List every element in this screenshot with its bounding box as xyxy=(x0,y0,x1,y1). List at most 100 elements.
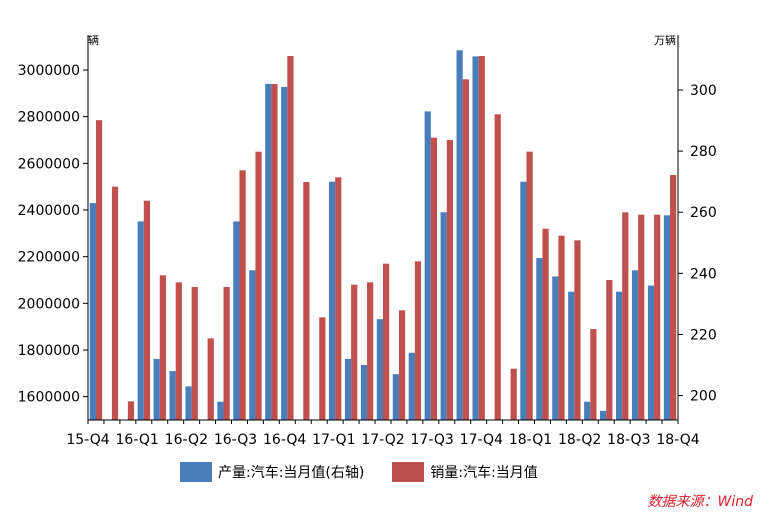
right-tick-label-3: 260 xyxy=(690,205,717,221)
bar-production-29 xyxy=(552,276,559,420)
bar-sales-8 xyxy=(223,287,230,420)
bar-sales-21 xyxy=(430,137,438,421)
legend-item-production: 产量:汽车:当月值(右轴) xyxy=(180,462,364,482)
bar-sales-31 xyxy=(590,329,597,420)
bar-production-27 xyxy=(520,181,527,420)
bar-sales-35 xyxy=(654,214,661,420)
bar-production-17 xyxy=(360,365,368,420)
bar-production-10 xyxy=(249,270,256,420)
bar-production-8 xyxy=(217,401,224,420)
bar-sales-27 xyxy=(526,151,533,421)
bar-sales-19 xyxy=(398,310,406,420)
left-tick-label-4: 2400000 xyxy=(18,203,80,219)
x-tick-label-3: 16-Q3 xyxy=(214,432,257,448)
bar-sales-14 xyxy=(319,317,326,420)
bar-sales-17 xyxy=(367,282,374,420)
right-tick-label-5: 300 xyxy=(690,83,717,99)
right-tick-label-1: 220 xyxy=(690,327,717,343)
left-tick-label-6: 2800000 xyxy=(18,110,80,126)
bar-production-24 xyxy=(472,56,479,420)
bar-production-21 xyxy=(424,111,431,420)
bar-production-20 xyxy=(408,352,415,420)
x-tick-label-6: 17-Q2 xyxy=(361,432,404,448)
bar-production-16 xyxy=(344,358,352,420)
bar-sales-29 xyxy=(558,235,565,420)
bar-production-9 xyxy=(233,221,240,420)
bar-production-28 xyxy=(536,258,543,420)
bar-production-12 xyxy=(281,86,288,420)
left-tick-label-0: 1600000 xyxy=(18,390,80,406)
legend-label-production: 产量:汽车:当月值(右轴) xyxy=(218,465,365,481)
bar-sales-25 xyxy=(494,114,501,420)
bar-sales-34 xyxy=(638,214,645,420)
bar-production-23 xyxy=(456,50,463,420)
bar-production-33 xyxy=(615,291,623,420)
right-tick-label-0: 200 xyxy=(690,389,717,405)
chart: 1600000 1800000 2000000 2200000 2400000 26000… xyxy=(18,33,717,448)
x-tick-label-0: 15-Q4 xyxy=(66,432,109,448)
bar-sales-32 xyxy=(606,280,613,420)
bar-sales-1 xyxy=(111,186,119,420)
bar-production-19 xyxy=(392,374,399,420)
x-tick-label-8: 17-Q4 xyxy=(460,432,503,448)
bar-sales-28 xyxy=(542,228,549,420)
left-axis-unit: 辆 xyxy=(88,33,99,47)
bar-sales-11 xyxy=(271,84,278,420)
bar-sales-36 xyxy=(670,175,677,420)
bar-sales-16 xyxy=(351,284,358,420)
plot-area xyxy=(89,50,677,421)
legend-swatch-sales xyxy=(392,462,425,482)
right-tick-label-2: 240 xyxy=(690,266,717,282)
x-tick-label-12: 18-Q4 xyxy=(656,432,699,448)
bar-sales-5 xyxy=(175,282,182,420)
bar-sales-6 xyxy=(191,287,198,420)
bar-sales-3 xyxy=(143,200,151,420)
bar-sales-20 xyxy=(414,261,422,420)
bar-sales-13 xyxy=(303,182,310,420)
bar-production-0 xyxy=(89,203,96,420)
bar-sales-30 xyxy=(574,240,581,420)
bar-production-3 xyxy=(137,221,144,420)
x-tick-label-4: 16-Q4 xyxy=(263,432,306,448)
legend-label-sales: 销量:汽车:当月值 xyxy=(430,465,538,481)
bar-production-5 xyxy=(169,371,176,420)
bar-production-35 xyxy=(647,285,655,420)
bar-production-6 xyxy=(185,386,192,420)
x-tick-label-2: 16-Q2 xyxy=(165,432,208,448)
bar-production-15 xyxy=(328,181,336,420)
bar-sales-0 xyxy=(95,120,103,421)
bar-sales-22 xyxy=(446,140,453,420)
bar-sales-24 xyxy=(478,56,485,420)
x-tick-label-1: 16-Q1 xyxy=(116,432,159,448)
axes: 1600000 1800000 2000000 2200000 2400000 26000… xyxy=(18,35,717,448)
right-axis-unit: 万辆 xyxy=(654,33,676,47)
x-tick-label-5: 17-Q1 xyxy=(312,432,355,448)
legend: 产量:汽车:当月值(右轴) 销量:汽车:当月值 xyxy=(180,462,538,482)
bar-sales-7 xyxy=(207,338,214,420)
x-tick-label-7: 17-Q3 xyxy=(411,432,454,448)
bar-sales-10 xyxy=(255,151,262,421)
bar-sales-12 xyxy=(287,56,294,420)
bar-sales-33 xyxy=(622,212,629,420)
right-tick-label-4: 280 xyxy=(690,144,717,160)
bar-production-11 xyxy=(265,83,272,420)
bar-production-4 xyxy=(153,358,160,420)
data-source: 数据来源：Wind xyxy=(647,494,754,510)
left-tick-label-3: 2200000 xyxy=(18,250,80,266)
bar-sales-26 xyxy=(510,368,517,420)
left-tick-label-7: 3000000 xyxy=(18,63,80,79)
bar-production-31 xyxy=(584,401,591,420)
legend-item-sales: 销量:汽车:当月值 xyxy=(392,462,538,482)
bar-production-34 xyxy=(631,270,639,420)
bar-production-36 xyxy=(663,215,671,420)
bar-production-32 xyxy=(600,410,607,420)
bar-sales-18 xyxy=(383,263,390,420)
bar-sales-23 xyxy=(462,79,469,420)
left-tick-label-1: 1800000 xyxy=(18,343,80,359)
bar-sales-15 xyxy=(335,177,342,420)
bar-sales-2 xyxy=(127,401,135,420)
bar-production-22 xyxy=(440,212,447,420)
legend-swatch-production xyxy=(180,462,212,482)
bar-sales-9 xyxy=(239,170,246,420)
x-tick-label-9: 18-Q1 xyxy=(509,432,552,448)
